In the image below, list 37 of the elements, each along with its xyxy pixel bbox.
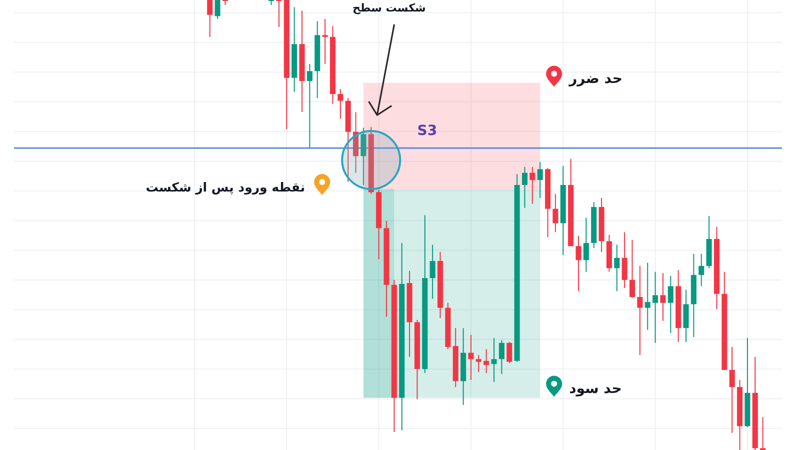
candlestick bbox=[322, 18, 328, 64]
candlestick bbox=[522, 166, 528, 208]
candlestick bbox=[660, 272, 666, 322]
candlestick bbox=[338, 88, 344, 120]
candlestick bbox=[506, 342, 512, 364]
candlestick bbox=[729, 346, 735, 434]
band-label: حد ضرر bbox=[568, 70, 622, 87]
candlestick bbox=[276, 0, 282, 28]
candlestick bbox=[468, 334, 474, 380]
candlestick bbox=[306, 63, 312, 149]
candlestick bbox=[652, 271, 658, 344]
candlestick bbox=[214, 0, 220, 20]
candlestick bbox=[698, 253, 704, 287]
candlestick bbox=[583, 217, 589, 272]
annotation: شکست سطح bbox=[352, 2, 426, 14]
candlestick bbox=[430, 244, 436, 300]
candlestick bbox=[614, 244, 620, 292]
candlestick bbox=[530, 166, 536, 204]
band-label: حد سود bbox=[569, 380, 622, 397]
candlestick bbox=[637, 265, 643, 356]
candlestick bbox=[491, 337, 497, 383]
candlestick bbox=[552, 193, 558, 233]
candlestick bbox=[498, 340, 504, 374]
candlestick bbox=[644, 262, 650, 330]
candlestick bbox=[207, 0, 213, 38]
candlestick bbox=[760, 416, 766, 450]
annotation: نقطه ورود پس از شکست bbox=[146, 180, 306, 196]
candlestick bbox=[668, 275, 674, 334]
candlestick bbox=[360, 127, 366, 186]
candlestick bbox=[476, 354, 482, 373]
ref-line-label: S3 bbox=[417, 123, 438, 140]
candlestick bbox=[484, 348, 490, 374]
candlestick bbox=[537, 162, 543, 198]
candlestick bbox=[576, 235, 582, 292]
candlestick bbox=[683, 289, 689, 342]
candlestick bbox=[629, 239, 636, 298]
candlestick bbox=[622, 232, 628, 288]
